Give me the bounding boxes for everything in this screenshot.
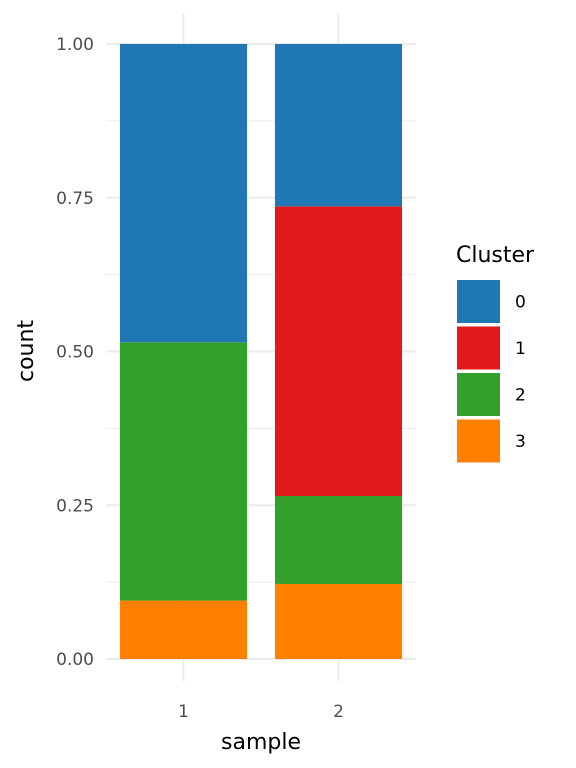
legend-label: 1 bbox=[515, 339, 526, 359]
y-tick-label: 0.00 bbox=[56, 650, 94, 670]
bar-sample-2-cluster-3 bbox=[274, 583, 403, 659]
bar-sample-1-cluster-2 bbox=[119, 342, 248, 601]
x-axis-title: sample bbox=[221, 730, 301, 755]
y-tick-label: 0.25 bbox=[56, 496, 94, 516]
bar-sample-1-cluster-3 bbox=[119, 600, 248, 659]
legend-key-1 bbox=[457, 326, 500, 370]
y-tick-label: 0.50 bbox=[56, 343, 94, 363]
legend-items: 0 1 2 3 bbox=[457, 280, 526, 463]
legend-label: 2 bbox=[515, 386, 526, 406]
y-axis-tick-labels: 0.00 0.25 0.50 0.75 1.00 bbox=[56, 35, 94, 670]
bar-sample-1-cluster-0 bbox=[119, 44, 248, 343]
y-axis-title: count bbox=[14, 320, 39, 382]
y-tick-label: 1.00 bbox=[56, 35, 94, 55]
bars-layer bbox=[119, 44, 403, 659]
legend-label: 3 bbox=[515, 432, 526, 452]
legend-key-2 bbox=[457, 373, 500, 416]
y-tick-label: 0.75 bbox=[56, 189, 94, 209]
legend-title: Cluster bbox=[456, 243, 535, 268]
legend-label: 0 bbox=[515, 293, 526, 313]
bar-sample-2-cluster-2 bbox=[274, 496, 403, 584]
bar-sample-2-cluster-0 bbox=[274, 44, 403, 207]
x-tick-label: 2 bbox=[333, 702, 344, 722]
x-tick-label: 1 bbox=[178, 702, 189, 722]
legend: Cluster 0 1 2 3 bbox=[456, 243, 535, 463]
bar-sample-2-cluster-1 bbox=[274, 206, 403, 497]
legend-key-3 bbox=[457, 419, 500, 463]
legend-key-0 bbox=[457, 280, 500, 323]
